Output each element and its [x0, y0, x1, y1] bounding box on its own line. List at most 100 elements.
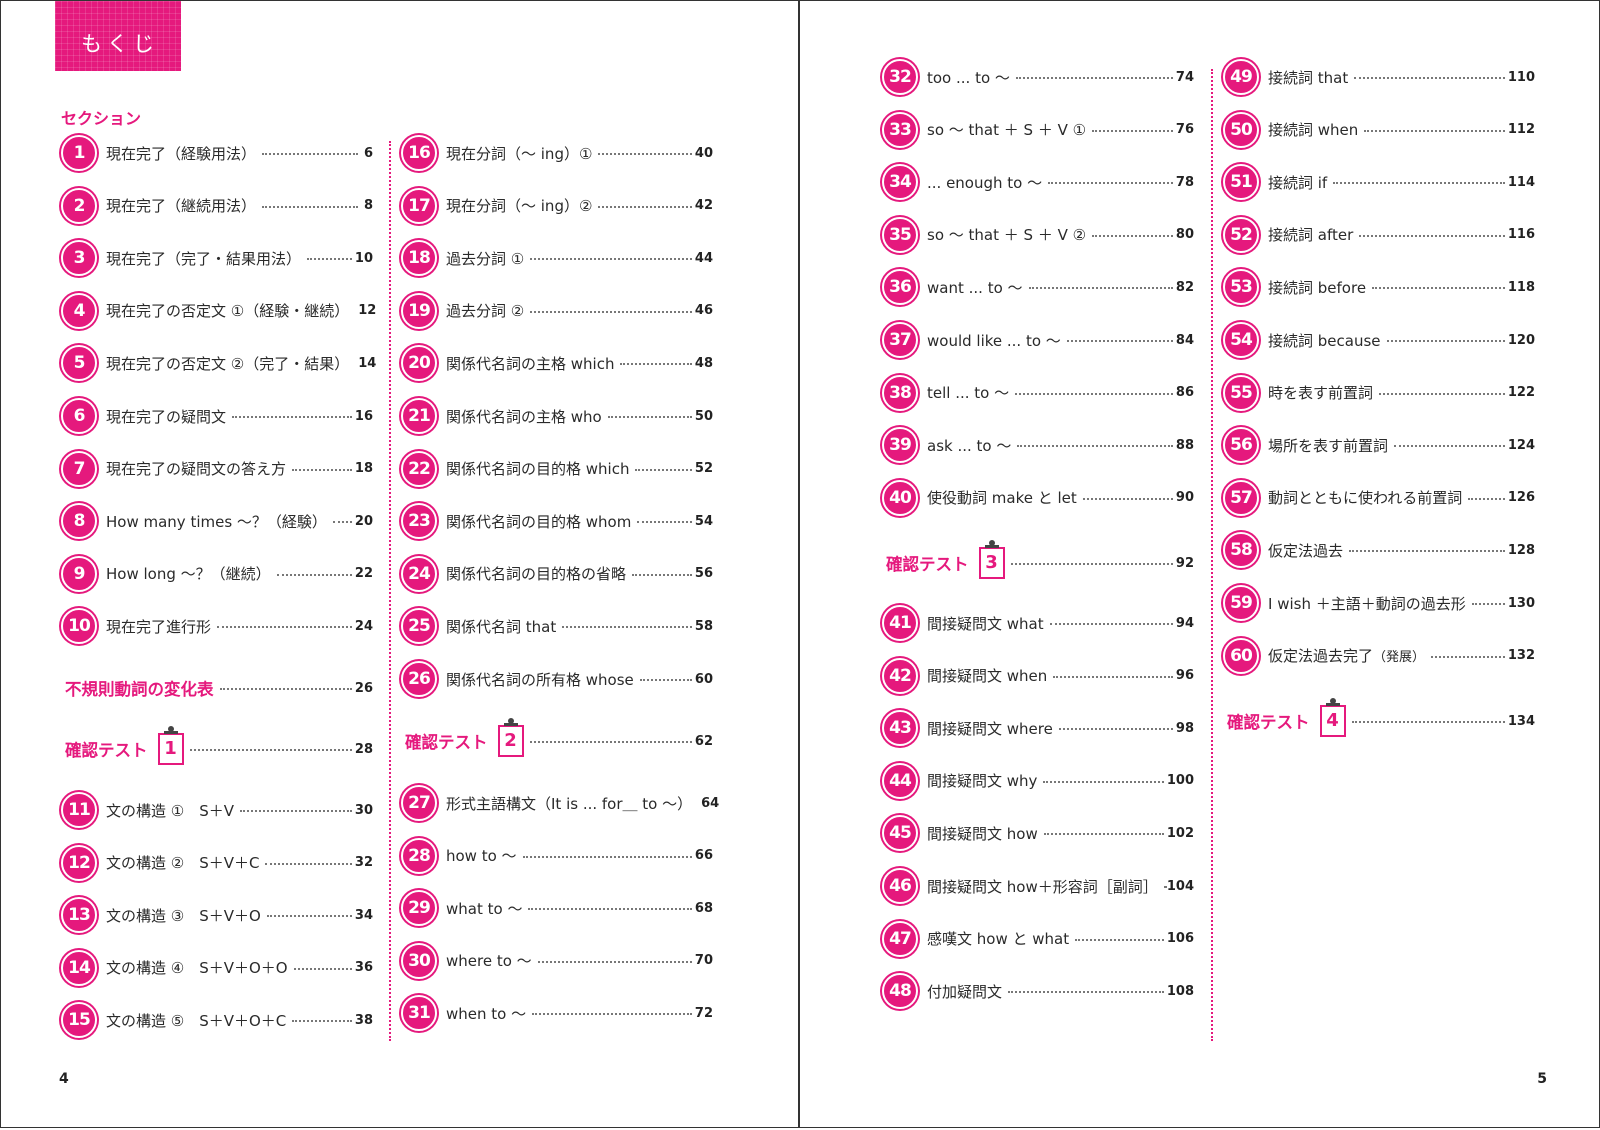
test-number-box: 1: [157, 726, 184, 765]
entry-title-text: when to ～: [446, 1004, 527, 1023]
toc-entry[interactable]: 24 関係代名詞の目的格の省略 56: [401, 555, 713, 592]
leader-dots: [262, 153, 358, 155]
toc-entry[interactable]: 40 使役動詞 make と let 90: [882, 479, 1194, 516]
test-entry[interactable]: 確認テスト 3 92: [882, 540, 1194, 581]
toc-entry[interactable]: 26 関係代名詞の所有格 whose 60: [401, 661, 713, 697]
chapter-number-badge: 5: [61, 345, 97, 382]
toc-entry[interactable]: 50 接続詞 when 112: [1223, 111, 1535, 148]
toc-entry[interactable]: 34 ... enough to ～ 78: [882, 164, 1194, 201]
toc-entry[interactable]: 42 間接疑問文 when 96: [882, 657, 1194, 694]
page-number: 126: [1507, 490, 1535, 506]
test-number: 3: [985, 552, 998, 573]
toc-entry[interactable]: 15 文の構造 ⑤ S＋V＋O＋C 38: [61, 1002, 373, 1039]
toc-entry[interactable]: 20 関係代名詞の主格 which 48: [401, 345, 713, 382]
toc-entry[interactable]: 41 間接疑問文 what 94: [882, 605, 1194, 641]
toc-entry[interactable]: 27 形式主語構文（It is ... for＿ to ～） 64: [401, 785, 719, 821]
chapter-number-badge: 1: [61, 135, 97, 171]
toc-entry[interactable]: 46 間接疑問文 how＋形容詞［副詞］ 104: [882, 868, 1194, 904]
toc-entry[interactable]: 18 過去分詞 ① 44: [401, 240, 713, 277]
toc-entry[interactable]: 53 接続詞 before 118: [1223, 269, 1535, 306]
toc-entry[interactable]: 9 How long ～？（継続） 22: [61, 555, 373, 592]
appendix-entry[interactable]: 不規則動詞の変化表 26: [61, 670, 373, 706]
toc-entry[interactable]: 2 現在完了（継続用法） 8: [61, 187, 373, 224]
page-number: 12: [358, 303, 377, 319]
entry-title-text: 関係代名詞 that: [446, 617, 557, 636]
entry-title: 間接疑問文 when: [927, 665, 1047, 686]
toc-entry[interactable]: 12 文の構造 ② S＋V＋C 32: [61, 844, 373, 881]
toc-entry[interactable]: 8 How many times ～？（経験） 20: [61, 503, 373, 540]
toc-entry[interactable]: 14 文の構造 ④ S＋V＋O＋O 36: [61, 949, 373, 986]
entry-title: How long ～？（継続）: [106, 563, 271, 584]
chapter-number-badge: 60: [1223, 637, 1259, 674]
toc-entry[interactable]: 44 間接疑問文 why 100: [882, 762, 1194, 799]
leader-dots: [1354, 77, 1505, 79]
toc-entry[interactable]: 28 how to ～ 66: [401, 837, 713, 874]
test-entry[interactable]: 確認テスト 2 62: [401, 718, 713, 759]
appendix-title: 不規則動詞の変化表: [65, 680, 214, 699]
toc-entry[interactable]: 19 過去分詞 ② 46: [401, 292, 713, 329]
entry-title: 接続詞 because: [1268, 330, 1381, 351]
entry-title-text: 間接疑問文 how＋形容詞［副詞］: [927, 877, 1158, 896]
toc-entry[interactable]: 38 tell ... to ～ 86: [882, 374, 1194, 411]
toc-entry[interactable]: 4 現在完了の否定文 ①（経験・継続） 12: [61, 292, 377, 329]
leader-dots: [598, 153, 692, 155]
leader-dots: [292, 1020, 352, 1023]
toc-entry[interactable]: 11 文の構造 ① S＋V 30: [61, 792, 373, 828]
toc-entry[interactable]: 37 would like ... to ～ 84: [882, 322, 1194, 358]
toc-entry[interactable]: 48 付加疑問文 108: [882, 973, 1194, 1010]
entry-title-text: how to ～: [446, 847, 517, 866]
toc-entry[interactable]: 16 現在分詞（～ ing）① 40: [401, 135, 713, 171]
chapter-number-badge: 12: [61, 844, 97, 881]
toc-entry[interactable]: 1 現在完了（経験用法） 6: [61, 135, 373, 171]
toc-entry[interactable]: 33 so ～ that ＋ S ＋ V ① 76: [882, 111, 1194, 148]
chapter-number-badge: 57: [1223, 479, 1259, 516]
entry-title: 過去分詞 ①: [446, 248, 524, 269]
toc-entry[interactable]: 7 現在完了の疑問文の答え方 18: [61, 450, 373, 487]
toc-entry[interactable]: 58 仮定法過去 128: [1223, 532, 1535, 569]
test-entry[interactable]: 確認テスト 4 134: [1223, 698, 1535, 739]
leader-dots: [1349, 550, 1505, 553]
toc-entry[interactable]: 21 関係代名詞の主格 who 50: [401, 398, 713, 434]
toc-entry[interactable]: 55 時を表す前置詞 122: [1223, 374, 1535, 411]
toc-entry[interactable]: 35 so ～ that ＋ S ＋ V ② 80: [882, 216, 1194, 253]
toc-entry[interactable]: 17 現在分詞（～ ing）② 42: [401, 187, 713, 224]
toc-entry[interactable]: 31 when to ～ 72: [401, 995, 713, 1032]
toc-entry[interactable]: 22 関係代名詞の目的格 which 52: [401, 450, 713, 487]
toc-entry[interactable]: 29 what to ～ 68: [401, 890, 713, 927]
leader-dots: [276, 573, 352, 576]
leader-dots: [1471, 603, 1505, 605]
toc-entry[interactable]: 57 動詞とともに使われる前置詞 126: [1223, 479, 1535, 516]
leader-dots: [1431, 655, 1505, 658]
toc-entry[interactable]: 51 接続詞 if 114: [1223, 164, 1535, 201]
toc-entry[interactable]: 23 関係代名詞の目的格 whom 54: [401, 503, 713, 540]
toc-entry[interactable]: 45 間接疑問文 how 102: [882, 815, 1194, 852]
toc-entry[interactable]: 13 文の構造 ③ S＋V＋O 34: [61, 897, 373, 934]
leader-dots: [1333, 182, 1505, 185]
clipboard-clip-icon: [503, 718, 518, 726]
toc-entry[interactable]: 36 want ... to ～ 82: [882, 269, 1194, 306]
toc-entry[interactable]: 3 現在完了（完了・結果用法） 10: [61, 240, 373, 277]
toc-entry[interactable]: 59 I wish ＋主語＋動詞の過去形 130: [1223, 585, 1535, 621]
entry-title: 接続詞 before: [1268, 277, 1366, 298]
toc-entry[interactable]: 49 接続詞 that 110: [1223, 59, 1535, 95]
toc-entry[interactable]: 56 場所を表す前置詞 124: [1223, 427, 1535, 464]
toc-entry[interactable]: 5 現在完了の否定文 ②（完了・結果） 14: [61, 345, 376, 382]
toc-entry[interactable]: 39 ask ... to ～ 88: [882, 427, 1194, 464]
toc-entry[interactable]: 43 間接疑問文 where 98: [882, 710, 1194, 747]
toc-entry[interactable]: 6 現在完了の疑問文 16: [61, 398, 373, 434]
toc-entry[interactable]: 54 接続詞 because 120: [1223, 322, 1535, 358]
toc-entry[interactable]: 47 感嘆文 how と what 106: [882, 920, 1194, 957]
entry-title: 時を表す前置詞: [1268, 382, 1373, 403]
test-entry[interactable]: 確認テスト 1 28: [61, 726, 373, 767]
toc-entry[interactable]: 60 仮定法過去完了（発展） 132: [1223, 637, 1535, 674]
toc-entry[interactable]: 25 関係代名詞 that 58: [401, 608, 713, 645]
entry-title: 形式主語構文（It is ... for＿ to ～）: [446, 793, 692, 814]
entry-title: 過去分詞 ②: [446, 300, 524, 321]
toc-entry[interactable]: 30 where to ～ 70: [401, 942, 713, 979]
page-number: 124: [1507, 437, 1535, 453]
toc-entry[interactable]: 52 接続詞 after 116: [1223, 216, 1535, 253]
toc-entry[interactable]: 32 too ... to ～ 74: [882, 59, 1194, 95]
chapter-number-badge: 19: [401, 292, 437, 329]
toc-entry[interactable]: 10 現在完了進行形 24: [61, 608, 373, 645]
entry-title-text: 現在完了の否定文 ①（経験・継続）: [106, 302, 350, 321]
